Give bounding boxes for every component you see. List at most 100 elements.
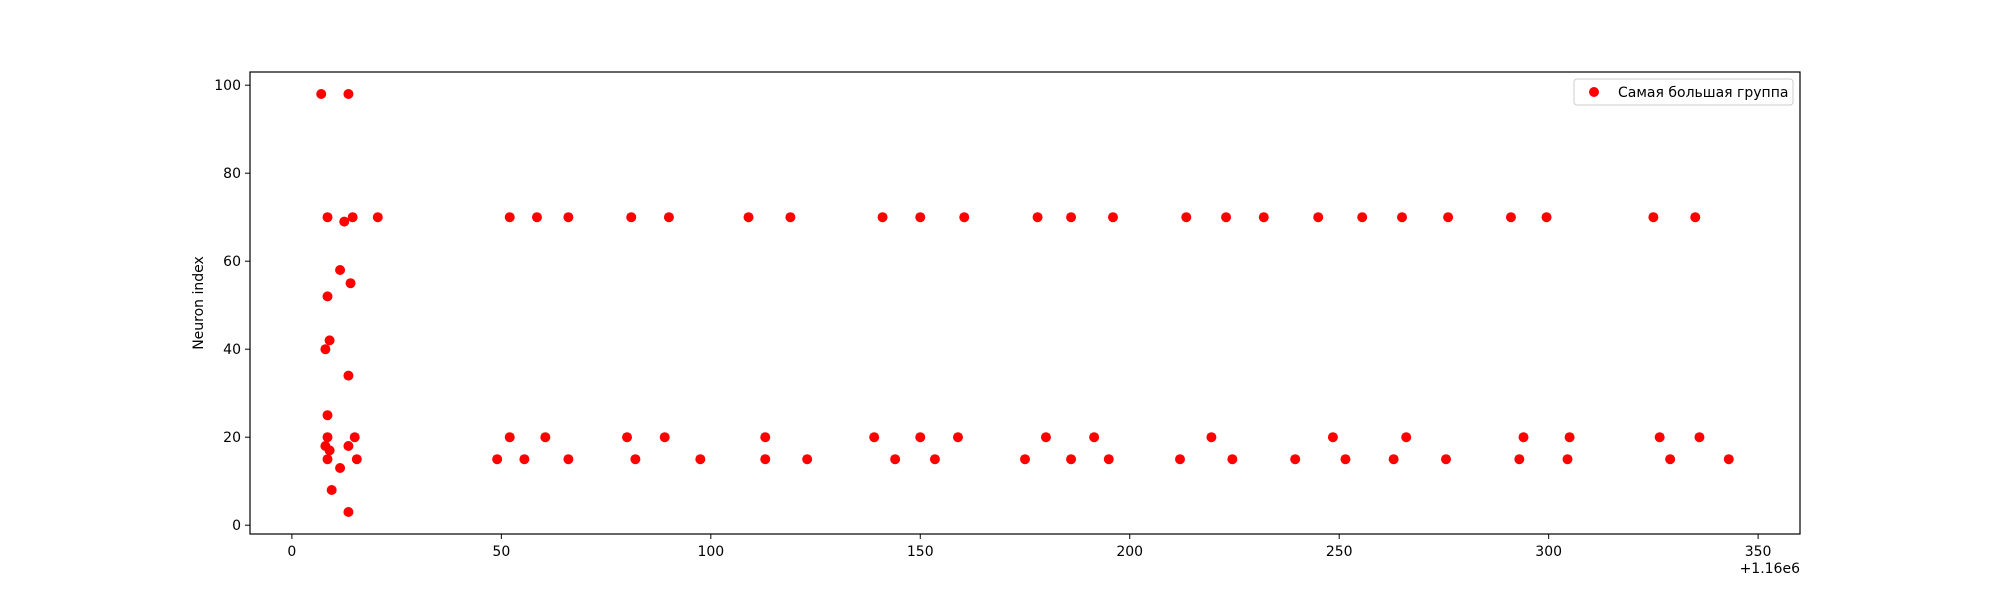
x-tick-label: 100	[697, 544, 724, 560]
data-point	[1443, 212, 1454, 223]
x-tick-label: 150	[907, 544, 934, 560]
data-point	[1340, 454, 1351, 465]
data-point	[630, 454, 641, 465]
data-point	[1388, 454, 1399, 465]
y-axis-label: Neuron index	[191, 256, 207, 350]
y-axis: 0 20 40 60 80 100	[214, 78, 250, 534]
data-point	[563, 212, 574, 223]
data-point	[1032, 212, 1043, 223]
data-point	[802, 454, 813, 465]
data-point	[349, 432, 360, 443]
x-tick-label: 250	[1326, 544, 1353, 560]
x-tick-label: 350	[1745, 544, 1772, 560]
data-point	[335, 265, 346, 275]
data-point	[322, 410, 333, 421]
y-tick-label: 0	[232, 518, 241, 534]
data-point	[540, 432, 551, 443]
data-point	[877, 212, 888, 223]
data-point	[351, 454, 362, 465]
data-point	[1694, 432, 1705, 443]
data-point	[1397, 212, 1408, 223]
data-point	[372, 212, 383, 223]
data-point	[345, 278, 356, 289]
data-point	[320, 344, 331, 355]
data-point	[326, 485, 337, 495]
data-point	[1723, 454, 1734, 465]
data-point	[1518, 432, 1529, 443]
data-point	[952, 432, 963, 443]
data-point	[1066, 454, 1077, 465]
x-axis: 0 50 100 150 200 250 300 350	[287, 534, 1771, 560]
data-point	[1103, 454, 1114, 465]
data-point	[1040, 432, 1051, 443]
data-point	[1514, 454, 1525, 465]
data-point	[622, 432, 633, 443]
axes-frame	[249, 71, 1801, 535]
data-point	[626, 212, 637, 223]
data-point	[743, 212, 754, 223]
data-point	[343, 441, 354, 451]
data-point	[1357, 212, 1368, 223]
data-point	[869, 432, 880, 443]
data-point	[1020, 454, 1030, 465]
data-point	[1541, 212, 1552, 223]
data-point	[1290, 454, 1301, 465]
data-point	[890, 454, 901, 465]
data-point	[492, 454, 503, 465]
data-point	[324, 335, 335, 346]
data-point	[785, 212, 796, 223]
data-point	[760, 432, 771, 443]
legend: Самая большая группа	[1573, 78, 1794, 106]
data-point	[1327, 432, 1338, 443]
data-point	[563, 454, 574, 465]
data-point	[339, 216, 350, 227]
data-point	[1221, 212, 1232, 223]
y-tick-label: 80	[223, 166, 241, 182]
data-point	[915, 432, 926, 443]
data-point	[504, 432, 515, 443]
legend-marker	[1589, 87, 1599, 97]
data-point	[695, 454, 706, 465]
y-tick-label: 60	[223, 254, 241, 270]
data-point	[316, 89, 327, 99]
data-point	[1258, 212, 1269, 223]
data-point	[1313, 212, 1324, 223]
y-tick-label: 40	[223, 342, 241, 358]
data-point	[343, 507, 354, 517]
data-point	[1441, 454, 1452, 465]
x-tick-label: 200	[1116, 544, 1143, 560]
data-point	[1401, 432, 1412, 443]
data-point	[1562, 454, 1573, 465]
data-point	[504, 212, 515, 223]
data-point	[347, 212, 358, 223]
data-point	[1206, 432, 1217, 443]
data-point	[1648, 212, 1659, 223]
y-tick-label: 20	[223, 430, 241, 446]
data-point	[324, 445, 335, 456]
legend-box	[1573, 78, 1794, 106]
data-point	[322, 454, 333, 465]
x-tick-label: 0	[287, 544, 296, 560]
data-point	[343, 89, 354, 99]
x-tick-label: 300	[1535, 544, 1562, 560]
data-point	[760, 454, 771, 465]
data-point	[1066, 212, 1077, 223]
data-point	[915, 212, 926, 223]
plot-area	[316, 89, 1734, 517]
data-point	[322, 212, 333, 223]
data-point	[1690, 212, 1701, 223]
data-point	[1181, 212, 1192, 223]
x-tick-label: 50	[492, 544, 510, 560]
data-point	[1107, 212, 1118, 223]
data-point	[519, 454, 530, 465]
data-point	[1505, 212, 1516, 223]
data-point	[1665, 454, 1676, 465]
y-tick-label: 100	[214, 78, 241, 94]
data-point	[322, 432, 333, 443]
legend-label: Самая большая группа	[1618, 85, 1788, 101]
data-point	[322, 291, 333, 302]
data-point	[1175, 454, 1185, 465]
data-point	[1227, 454, 1238, 465]
data-point	[663, 212, 674, 223]
